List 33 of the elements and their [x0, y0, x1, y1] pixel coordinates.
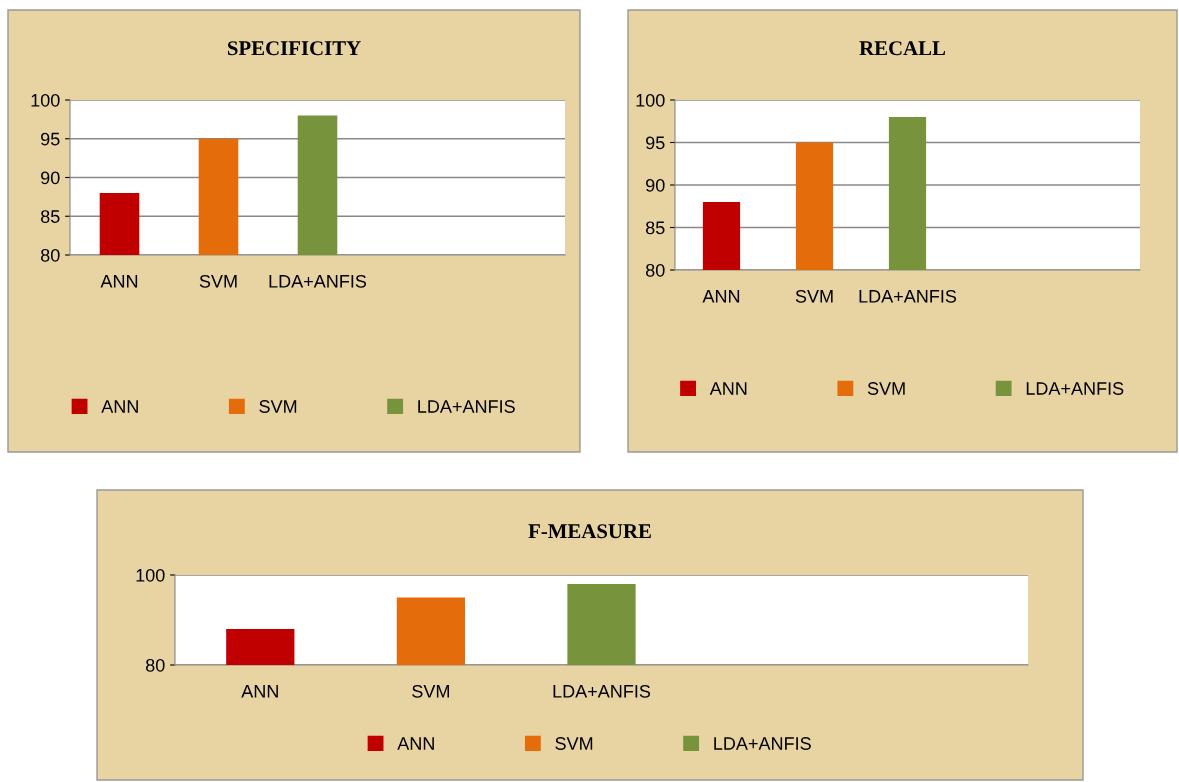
y-tick-label: 95 — [646, 136, 665, 150]
x-tick-label: LDA+ANFIS — [269, 274, 367, 288]
x-tick-label: ANN — [241, 685, 278, 698]
legend-label: LDA+ANFIS — [714, 737, 811, 750]
y-tick-label: 85 — [40, 210, 60, 223]
y-tick-label: 80 — [645, 263, 665, 277]
legend-label: LDA+ANFIS — [1026, 382, 1124, 395]
x-tick-label: ANN — [100, 275, 138, 288]
legend-label: SVM — [555, 737, 593, 750]
chart-title: F-MEASURE — [528, 524, 651, 539]
x-tick-label: LDA+ANFIS — [859, 289, 957, 303]
y-tick-label: 80 — [145, 658, 165, 672]
chart-title: RECALL — [859, 41, 946, 56]
y-tick-label: 100 — [136, 568, 165, 582]
chart-title: SPECIFICITY — [227, 41, 361, 56]
legend-label: ANN — [709, 382, 747, 395]
legend-label: SVM — [259, 400, 297, 413]
y-tick-label: 100 — [636, 93, 665, 107]
legend-label: LDA+ANFIS — [418, 400, 515, 413]
y-tick-label: 100 — [31, 93, 60, 107]
legend-label: ANN — [101, 400, 138, 413]
x-tick-label: SVM — [412, 684, 449, 698]
x-tick-label: ANN — [702, 290, 740, 303]
y-tick-label: 85 — [645, 221, 665, 235]
legend-label: SVM — [867, 382, 905, 395]
x-tick-label: SVM — [795, 289, 833, 303]
x-tick-label: SVM — [199, 274, 237, 288]
y-tick-label: 80 — [40, 248, 60, 262]
y-tick-label: 95 — [41, 132, 60, 146]
x-tick-label: LDA+ANFIS — [553, 684, 651, 698]
legend-label: ANN — [397, 737, 434, 750]
y-tick-label: 90 — [646, 178, 665, 192]
y-tick-label: 90 — [41, 171, 60, 185]
